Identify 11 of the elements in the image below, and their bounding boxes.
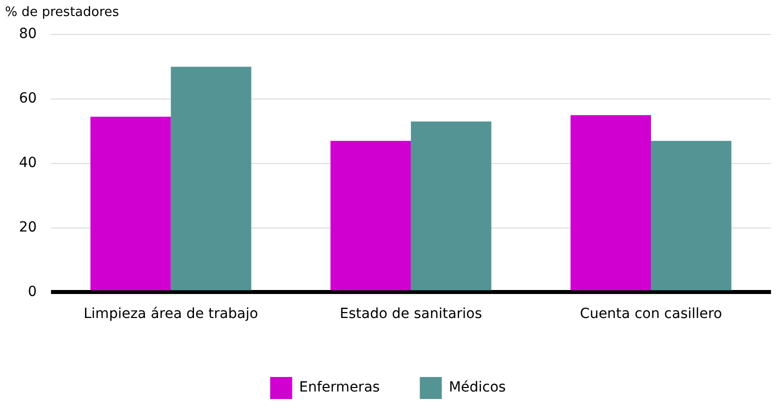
legend-label: Enfermeras (299, 380, 380, 396)
x-tick-label: Cuenta con casillero (580, 306, 722, 322)
legend-label: Médicos (448, 380, 506, 396)
y-tick-label: 40 (18, 155, 37, 172)
y-tick-label: 20 (18, 219, 37, 236)
x-tick-label: Estado de sanitarios (340, 306, 482, 322)
y-tick-label: 80 (18, 26, 37, 42)
y-tick-label: 0 (28, 284, 37, 300)
y-axis-title: % de prestadores (5, 5, 120, 20)
y-tick-label: 60 (18, 90, 37, 107)
x-tick-label: Limpieza área de trabajo (84, 306, 258, 322)
